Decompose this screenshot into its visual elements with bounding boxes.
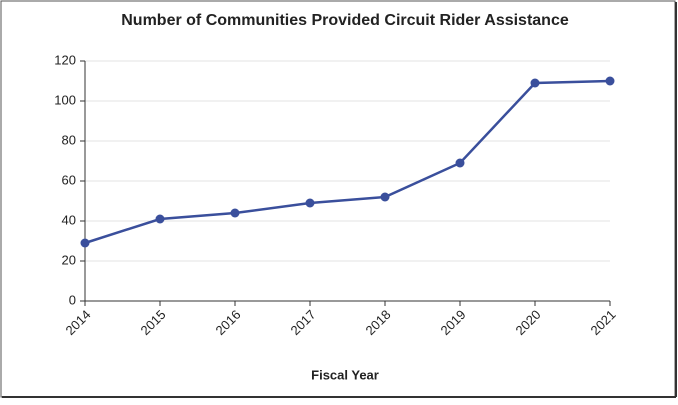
line (84, 79, 611, 245)
y-tick-label: 60 (62, 172, 76, 187)
y-tick-label: 20 (62, 252, 76, 267)
point (80, 238, 90, 248)
x-axis-label: Fiscal Year (311, 367, 379, 382)
chart-title: Number of Communities Provided Circuit R… (121, 12, 569, 29)
point (530, 78, 540, 88)
point (230, 208, 240, 218)
y-tick-label: 0 (69, 292, 76, 307)
y-tick-label: 40 (62, 212, 76, 227)
y-tick-label: 100 (54, 92, 76, 107)
point (605, 76, 615, 86)
point (380, 192, 390, 202)
point (455, 158, 465, 168)
y-tick-label: 80 (62, 132, 76, 147)
point (155, 214, 165, 224)
y-tick-label: 120 (54, 52, 76, 67)
frame (0, 0, 676, 398)
point (305, 198, 315, 208)
